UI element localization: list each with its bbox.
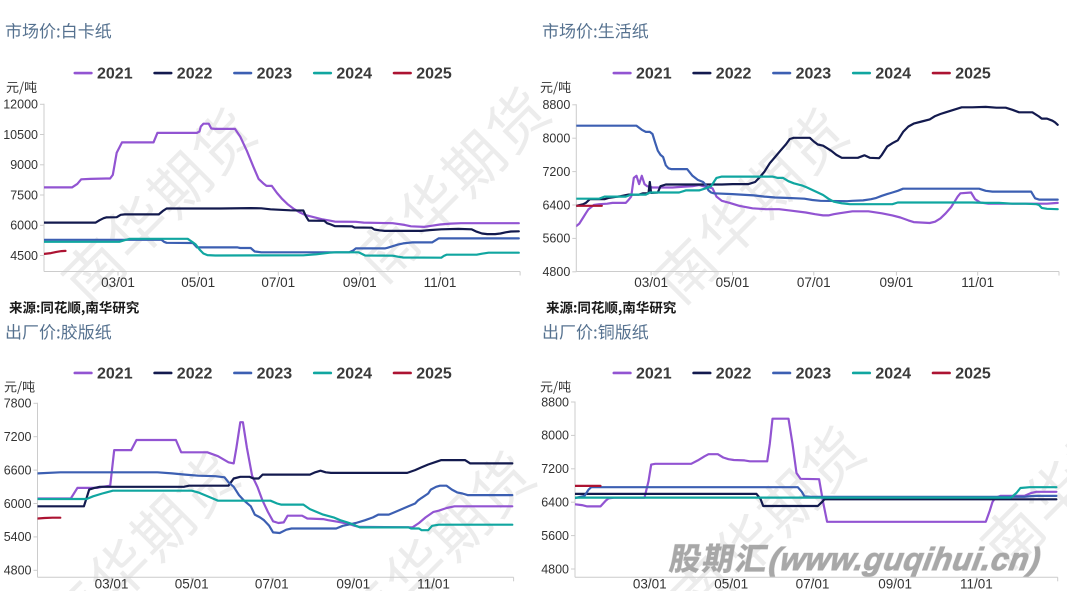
- svg-text:11/01: 11/01: [417, 577, 450, 591]
- svg-text:2024: 2024: [336, 66, 372, 83]
- svg-text:2024: 2024: [875, 366, 911, 383]
- svg-text:7200: 7200: [4, 430, 32, 444]
- svg-text:2023: 2023: [257, 66, 293, 83]
- svg-text:11/01: 11/01: [961, 275, 994, 290]
- svg-text:8800: 8800: [542, 98, 570, 112]
- svg-text:8800: 8800: [541, 395, 569, 409]
- svg-text:09/01: 09/01: [336, 577, 370, 591]
- svg-text:2022: 2022: [177, 66, 213, 83]
- svg-text:2021: 2021: [97, 366, 133, 383]
- svg-text:03/01: 03/01: [95, 577, 129, 591]
- svg-text:6600: 6600: [4, 463, 32, 477]
- svg-text:2025: 2025: [416, 366, 452, 383]
- svg-text:4500: 4500: [10, 249, 38, 263]
- svg-text:2022: 2022: [716, 366, 752, 383]
- svg-text:2025: 2025: [955, 366, 991, 383]
- svg-text:2021: 2021: [97, 66, 133, 83]
- svg-text:2024: 2024: [875, 66, 911, 83]
- svg-text:07/01: 07/01: [255, 577, 289, 591]
- svg-text:4800: 4800: [4, 564, 32, 578]
- svg-text:5400: 5400: [4, 530, 32, 544]
- svg-text:09/01: 09/01: [878, 577, 912, 591]
- svg-text:10500: 10500: [3, 128, 38, 142]
- svg-text:6000: 6000: [10, 219, 38, 233]
- svg-text:07/01: 07/01: [261, 275, 295, 290]
- svg-text:4800: 4800: [542, 265, 570, 279]
- svg-text:09/01: 09/01: [880, 275, 914, 290]
- svg-text:05/01: 05/01: [716, 275, 750, 290]
- svg-text:07/01: 07/01: [797, 275, 831, 290]
- svg-text:6400: 6400: [541, 496, 569, 510]
- svg-text:5600: 5600: [542, 232, 570, 246]
- svg-text:03/01: 03/01: [101, 275, 135, 290]
- svg-text:7800: 7800: [4, 397, 32, 411]
- svg-text:05/01: 05/01: [181, 275, 215, 290]
- svg-text:2025: 2025: [416, 66, 452, 83]
- svg-text:03/01: 03/01: [633, 577, 667, 591]
- svg-text:2025: 2025: [955, 66, 991, 83]
- svg-text:07/01: 07/01: [796, 577, 830, 591]
- svg-text:6000: 6000: [4, 497, 32, 511]
- svg-text:7200: 7200: [542, 165, 570, 179]
- svg-text:11/01: 11/01: [960, 577, 993, 591]
- svg-text:12000: 12000: [3, 98, 38, 112]
- svg-text:5600: 5600: [541, 529, 569, 543]
- svg-text:7200: 7200: [541, 462, 569, 476]
- svg-text:09/01: 09/01: [343, 275, 377, 290]
- svg-text:2022: 2022: [177, 366, 213, 383]
- svg-text:6400: 6400: [542, 198, 570, 212]
- svg-text:03/01: 03/01: [634, 275, 668, 290]
- svg-text:2022: 2022: [716, 66, 752, 83]
- svg-text:2021: 2021: [636, 66, 672, 83]
- svg-text:8000: 8000: [542, 132, 570, 146]
- svg-text:2024: 2024: [336, 366, 372, 383]
- svg-text:11/01: 11/01: [424, 275, 457, 290]
- svg-text:7500: 7500: [10, 188, 38, 202]
- svg-text:8000: 8000: [541, 429, 569, 443]
- svg-text:05/01: 05/01: [175, 577, 209, 591]
- svg-text:2023: 2023: [796, 66, 832, 83]
- svg-text:2023: 2023: [796, 366, 832, 383]
- svg-text:9000: 9000: [10, 158, 38, 172]
- svg-text:4800: 4800: [541, 562, 569, 576]
- svg-text:2023: 2023: [257, 366, 293, 383]
- svg-text:(www.guqihui.cn): (www.guqihui.cn): [767, 541, 1044, 577]
- svg-text:2021: 2021: [636, 366, 672, 383]
- svg-text:05/01: 05/01: [714, 577, 748, 591]
